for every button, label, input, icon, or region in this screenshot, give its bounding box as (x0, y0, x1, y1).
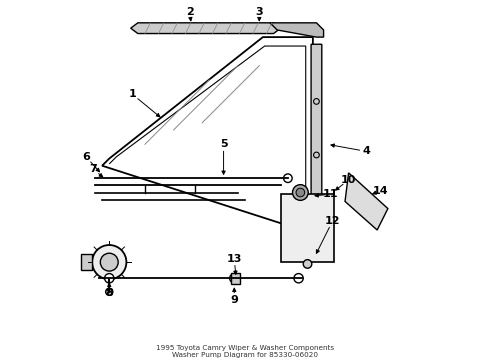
Circle shape (294, 274, 303, 283)
Text: 1: 1 (128, 89, 136, 99)
Circle shape (100, 253, 118, 271)
Text: 2: 2 (186, 7, 194, 17)
Text: 7: 7 (89, 164, 97, 174)
Polygon shape (81, 254, 92, 270)
Text: 10: 10 (341, 175, 356, 185)
Circle shape (104, 274, 114, 283)
Polygon shape (131, 23, 281, 33)
Circle shape (92, 245, 126, 279)
Bar (281, 194, 334, 262)
Circle shape (106, 288, 113, 296)
Circle shape (296, 188, 305, 197)
Text: 4: 4 (363, 147, 370, 157)
Text: 13: 13 (226, 253, 242, 264)
Polygon shape (270, 23, 323, 37)
Text: 9: 9 (230, 295, 238, 305)
Text: 8: 8 (105, 288, 113, 297)
Text: 14: 14 (373, 186, 389, 196)
Text: 3: 3 (255, 7, 263, 17)
Text: 1995 Toyota Camry Wiper & Washer Components
Washer Pump Diagram for 85330-06020: 1995 Toyota Camry Wiper & Washer Compone… (156, 345, 334, 358)
Text: 12: 12 (325, 216, 340, 226)
Circle shape (230, 274, 239, 283)
Circle shape (293, 185, 308, 201)
Text: 6: 6 (82, 152, 90, 162)
Polygon shape (231, 273, 240, 284)
Text: 11: 11 (323, 189, 339, 199)
Text: 5: 5 (220, 139, 227, 149)
Circle shape (303, 260, 312, 268)
Polygon shape (345, 173, 388, 230)
Polygon shape (311, 44, 322, 241)
